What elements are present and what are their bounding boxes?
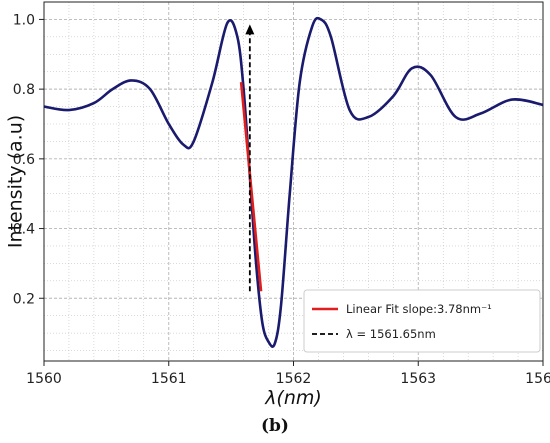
x-axis-label: λ(nm): [264, 387, 322, 409]
x-tick-label: 1563: [400, 371, 436, 387]
legend-box: [303, 289, 541, 353]
y-tick-label: 0.4: [13, 222, 35, 238]
y-axis-label: Intensity (a.u): [5, 115, 27, 248]
panel-label: (b): [261, 416, 289, 436]
legend: Linear Fit slope:3.78nm⁻¹ λ = 1561.65nm: [303, 289, 541, 353]
y-tick-label: 0.6: [13, 152, 35, 168]
x-tick-label: 1560: [26, 371, 62, 387]
linear-fit-line: [239, 82, 263, 292]
series-layer: [43, 16, 544, 348]
spectrum-line: [43, 16, 544, 348]
y-tick-label: 0.2: [13, 291, 35, 307]
legend-marker-label: λ = 1561.65nm: [346, 327, 436, 341]
x-tick-label: 1564: [525, 371, 550, 387]
axis-ticks: 1560 1561 1562 1563 1564 0.2 0.4 0.6 0.8 1.0: [13, 12, 550, 387]
x-tick-label: 1562: [276, 371, 312, 387]
x-tick-label: 1561: [151, 371, 187, 387]
y-tick-label: 1.0: [13, 12, 35, 28]
legend-fit-label: Linear Fit slope:3.78nm⁻¹: [346, 302, 492, 316]
wavelength-marker-arrowhead: [245, 24, 255, 35]
y-tick-label: 0.8: [13, 82, 35, 98]
